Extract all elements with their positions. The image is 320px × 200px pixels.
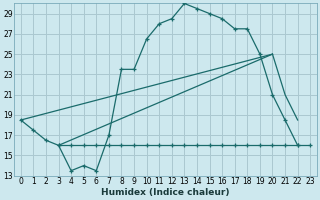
X-axis label: Humidex (Indice chaleur): Humidex (Indice chaleur) — [101, 188, 230, 197]
